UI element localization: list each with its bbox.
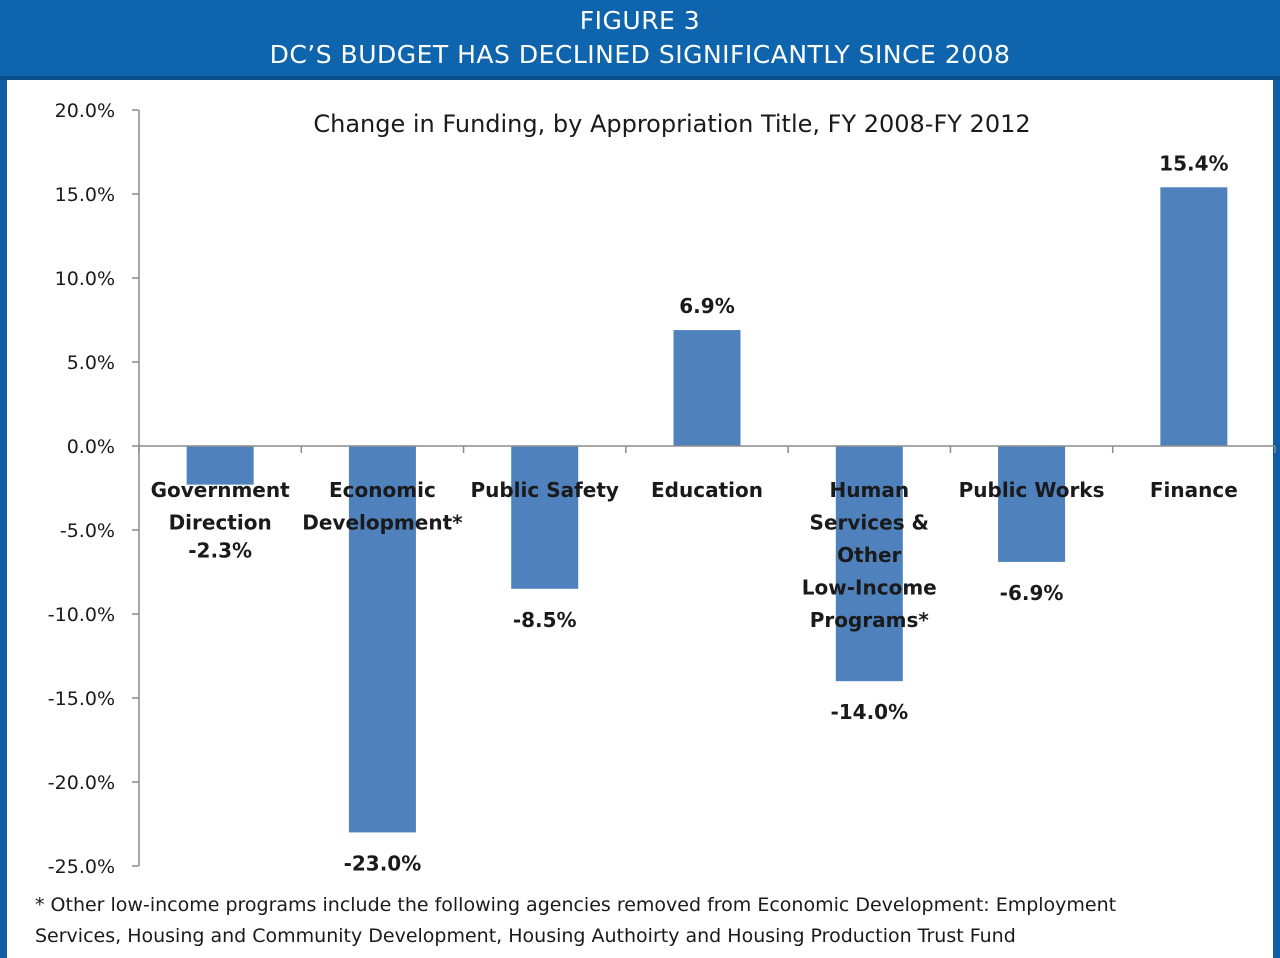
y-tick-label: 20.0% (55, 100, 115, 122)
category-label: Other (837, 543, 901, 567)
figure-banner: FIGURE 3 DC’S BUDGET HAS DECLINED SIGNIF… (0, 0, 1280, 80)
y-tick-label: -5.0% (60, 520, 115, 542)
data-label: -14.0% (830, 700, 908, 724)
bar (1160, 187, 1228, 446)
category-label: Economic (329, 478, 436, 502)
y-tick-label: 15.0% (55, 184, 115, 206)
data-label: -2.3% (188, 539, 252, 563)
footnote-line-2: Services, Housing and Community Developm… (35, 925, 1016, 947)
category-label: Human (830, 478, 910, 502)
category-label: Programs* (810, 608, 930, 632)
category-label: Finance (1150, 478, 1238, 502)
bar (348, 446, 416, 833)
data-label: -6.9% (1000, 581, 1064, 605)
figure-headline: DC’S BUDGET HAS DECLINED SIGNIFICANTLY S… (269, 40, 1011, 69)
category-label: Direction (169, 511, 272, 535)
data-label: -8.5% (513, 608, 577, 632)
category-label: Government (151, 478, 291, 502)
bar (998, 446, 1066, 562)
category-label: Public Works (959, 478, 1105, 502)
footnote: * Other low-income programs include the … (35, 890, 1275, 952)
category-label: Education (651, 478, 763, 502)
bar (186, 446, 254, 485)
y-tick-label: -15.0% (48, 688, 115, 710)
chart-title: Change in Funding, by Appropriation Titl… (313, 110, 1030, 138)
y-tick-label: 5.0% (67, 352, 115, 374)
category-label: Development* (302, 511, 463, 535)
category-label: Services & (810, 511, 929, 535)
y-tick-label: -25.0% (48, 856, 115, 878)
bar (673, 330, 741, 446)
data-label: -23.0% (344, 851, 422, 875)
bar (835, 446, 903, 682)
category-label: Public Safety (470, 478, 619, 502)
data-label: 15.4% (1159, 151, 1228, 175)
data-label: 6.9% (679, 294, 734, 318)
footnote-line-1: * Other low-income programs include the … (35, 894, 1117, 916)
y-tick-label: 0.0% (67, 436, 115, 458)
y-tick-label: -10.0% (48, 604, 115, 626)
category-label: Low-Income (802, 576, 937, 600)
figure-number: FIGURE 3 (579, 6, 701, 35)
y-tick-label: -20.0% (48, 772, 115, 794)
y-tick-label: 10.0% (55, 268, 115, 290)
bar (511, 446, 579, 589)
